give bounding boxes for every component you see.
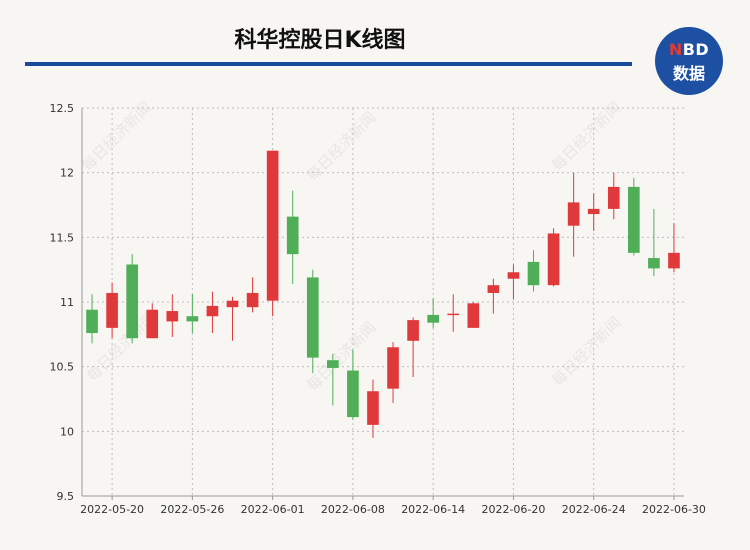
candle-body	[166, 311, 179, 322]
candle	[587, 193, 600, 231]
logo-text-shuju: 数据	[672, 64, 705, 83]
candle	[146, 303, 159, 339]
candle	[86, 294, 98, 344]
candle	[246, 277, 259, 313]
candle-body	[668, 252, 680, 269]
candle	[367, 379, 379, 438]
candle-body	[86, 309, 98, 334]
candle	[106, 282, 118, 339]
candles	[86, 150, 680, 438]
y-tick-label: 11.5	[50, 231, 75, 244]
x-tick-label: 2022-06-01	[241, 503, 305, 516]
candle	[206, 291, 219, 334]
candle-body	[226, 300, 239, 308]
candle	[487, 278, 500, 314]
candle	[547, 228, 560, 287]
candle	[467, 302, 480, 328]
y-tick-label: 9.5	[57, 490, 75, 503]
candle	[347, 349, 359, 420]
candle-body	[327, 360, 339, 368]
candle-body	[306, 277, 319, 358]
watermark-text: 每日经济新闻	[548, 98, 624, 174]
candle-body	[527, 261, 540, 286]
x-tick-label: 2022-06-24	[562, 503, 626, 516]
title-divider	[25, 62, 632, 66]
candle	[166, 294, 179, 337]
x-tick-label: 2022-05-26	[160, 503, 224, 516]
x-tick-labels: 2022-05-20 2022-05-26 2022-06-01 2022-06-08…	[80, 496, 706, 516]
candle-body	[186, 316, 199, 322]
candle	[527, 250, 540, 292]
candle-body	[467, 303, 480, 328]
candle-body	[347, 370, 359, 418]
candle-body	[407, 320, 419, 341]
candle-body	[387, 347, 399, 389]
x-tick-label: 2022-05-20	[80, 503, 144, 516]
candle	[668, 223, 680, 273]
y-tick-label: 12.5	[50, 102, 75, 115]
candle	[567, 172, 580, 257]
x-tick-label: 2022-06-30	[642, 503, 706, 516]
watermark-text: 每日经济新闻	[78, 98, 154, 174]
candle	[607, 172, 620, 220]
candle-body	[567, 202, 580, 226]
candle	[387, 342, 399, 403]
candle-body	[587, 208, 600, 215]
y-tick-labels: 9.5 10 10.5 11 11.5 12 12.5	[50, 102, 75, 503]
candle	[186, 294, 199, 334]
candle-body	[206, 305, 219, 317]
candle	[447, 294, 460, 332]
axes	[81, 108, 684, 497]
candle	[266, 150, 279, 317]
watermark-text: 每日经济新闻	[548, 313, 624, 389]
candle-body	[507, 272, 520, 279]
x-tick-label: 2022-06-20	[481, 503, 545, 516]
logo-text-n: N	[668, 40, 683, 59]
candle-body	[547, 233, 560, 286]
candle	[126, 254, 138, 344]
candle	[648, 208, 660, 277]
candle	[306, 269, 319, 374]
y-tick-label: 10	[60, 425, 74, 438]
y-tick-label: 12	[60, 167, 74, 180]
candle	[407, 317, 419, 378]
candle	[327, 353, 339, 406]
chart-title: 科华控股日K线图	[234, 28, 406, 53]
candle-body	[628, 186, 640, 253]
y-tick-label: 10.5	[50, 361, 75, 374]
x-tick-label: 2022-06-14	[401, 503, 465, 516]
logo-text-nbd: NBD	[655, 40, 723, 59]
candle	[628, 177, 640, 256]
candle	[286, 190, 299, 284]
watermark-text: 每日经济新闻	[303, 108, 379, 184]
candle-body	[266, 150, 279, 301]
logo-text-bd: BD	[682, 40, 710, 59]
candle-body	[607, 186, 620, 209]
y-tick-label: 11	[60, 296, 74, 309]
candle-body	[286, 216, 299, 255]
candle-body	[487, 285, 500, 293]
candle-body	[447, 313, 460, 316]
candle-body	[126, 264, 138, 339]
candle-body	[367, 391, 379, 425]
candle-body	[246, 292, 259, 308]
candle-body	[648, 258, 660, 269]
candle-body	[146, 309, 159, 339]
x-tick-label: 2022-06-08	[321, 503, 385, 516]
candle	[507, 264, 520, 300]
candle-body	[427, 314, 439, 323]
candle	[226, 296, 239, 341]
nbd-logo: NBD 数据	[655, 27, 723, 95]
candle	[427, 298, 439, 328]
candle-body	[106, 292, 118, 328]
